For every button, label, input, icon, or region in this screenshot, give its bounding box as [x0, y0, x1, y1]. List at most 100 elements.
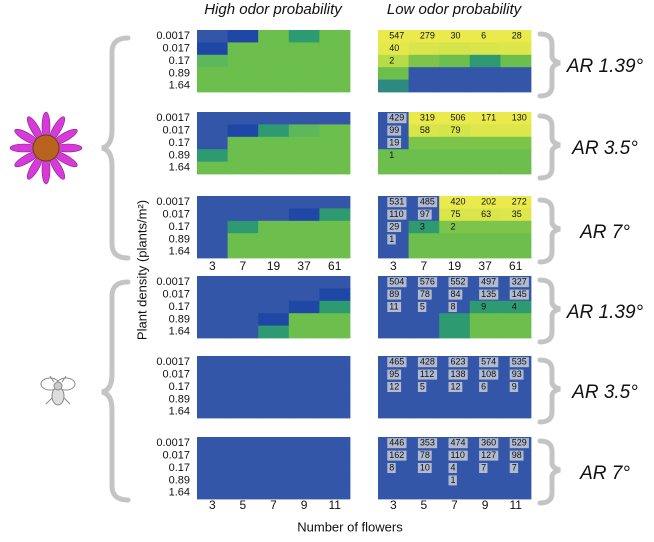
cell-label: 420	[451, 197, 466, 207]
y-tick-label: 0.0017	[156, 30, 190, 42]
heatmap-cell	[289, 162, 320, 175]
heatmap-cell	[500, 80, 531, 93]
y-tick-label: 0.017	[162, 450, 190, 462]
heatmap-cell	[228, 313, 259, 326]
x-tick-label: 7	[421, 259, 428, 273]
y-tick-label: 1.64	[169, 487, 190, 499]
heatmap-cell	[258, 474, 289, 487]
cell-label: 1	[389, 234, 394, 244]
heatmap-cell	[258, 162, 289, 175]
cell-label: 623	[451, 357, 466, 367]
cell-label: 9	[481, 301, 486, 311]
heatmap-cell	[378, 246, 409, 259]
heatmap-cell	[439, 233, 470, 246]
heatmap-cell	[500, 233, 531, 246]
heatmap-cell	[470, 233, 501, 246]
cell-label: 474	[451, 438, 466, 448]
heatmap-cell	[197, 124, 228, 137]
heatmap-cell	[500, 162, 531, 175]
heatmap-cell	[197, 30, 228, 43]
y-tick-label: 0.017	[162, 43, 190, 55]
heatmap-cell	[197, 208, 228, 221]
cell-label: 202	[481, 197, 496, 207]
heatmap-cell	[228, 233, 259, 246]
cell-label: 428	[420, 357, 435, 367]
heatmap-cell	[409, 162, 440, 175]
ar-label: AR 3.5°	[571, 138, 638, 159]
cell-label: 547	[389, 31, 404, 41]
x-tick-label: 7	[451, 498, 458, 512]
heatmap-cell	[228, 124, 259, 137]
x-tick-label: 3	[390, 259, 397, 273]
heatmap-cell	[409, 55, 440, 68]
heatmap-cell	[500, 246, 531, 259]
cell-label: 110	[451, 450, 465, 460]
heatmap-cell	[228, 368, 259, 381]
cell-label: 485	[420, 197, 435, 207]
x-tick-label: 3	[390, 498, 397, 512]
cell-label: 1	[389, 150, 394, 160]
cell-label: 162	[389, 450, 404, 460]
heatmap-cell	[439, 55, 470, 68]
cell-label: 506	[451, 113, 466, 123]
heatmap-cell	[258, 381, 289, 394]
ar-label: AR 1.39°	[566, 302, 644, 323]
heatmap-cell	[409, 393, 440, 406]
heatmap-cell	[228, 55, 259, 68]
heatmap-cell	[197, 449, 228, 462]
heatmap-cell	[500, 313, 531, 326]
heatmap-cell	[500, 149, 531, 162]
cell-label: 6	[481, 381, 486, 391]
heatmap-cell	[197, 196, 228, 209]
x-tick-label: 3	[209, 498, 216, 512]
cell-label: 5	[420, 301, 425, 311]
heatmap-cell	[378, 474, 409, 487]
heatmap-cell	[228, 356, 259, 369]
heatmap-cell	[228, 196, 259, 209]
ar-label: AR 1.39°	[566, 56, 644, 77]
heatmap-cell	[500, 137, 531, 150]
y-tick-label: 0.17	[169, 55, 190, 67]
x-tick-label: 9	[301, 498, 308, 512]
cell-label: 535	[512, 357, 527, 367]
x-tick-label: 7	[240, 259, 247, 273]
heatmap-cell	[409, 326, 440, 339]
x-tick-label: 37	[478, 259, 492, 273]
heatmap-cell	[500, 67, 531, 80]
heatmap-cell	[409, 246, 440, 259]
cell-label: 99	[389, 125, 399, 135]
heatmap-cell	[258, 326, 289, 339]
heatmap-cell	[500, 221, 531, 234]
heatmap-cell	[319, 124, 350, 137]
cell-label: 30	[451, 31, 461, 41]
cell-label: 89	[389, 289, 399, 299]
heatmap-cell	[289, 313, 320, 326]
heatmap-cell	[289, 124, 320, 137]
heatmap-cell	[289, 30, 320, 43]
heatmap-cell	[258, 276, 289, 289]
heatmap-cell	[289, 301, 320, 314]
heatmap-cell	[228, 137, 259, 150]
heatmap-cell	[197, 368, 228, 381]
heatmap-cell	[378, 80, 409, 93]
x-tick-label: 3	[209, 259, 216, 273]
x-tick-label: 37	[297, 259, 311, 273]
heatmap-cell	[319, 80, 350, 93]
heatmap-cell	[439, 326, 470, 339]
cell-label: 272	[512, 197, 527, 207]
cell-label: 319	[420, 113, 435, 123]
heatmap-cell	[289, 393, 320, 406]
ar-label: AR 7°	[579, 222, 630, 243]
cell-label: 138	[451, 369, 466, 379]
cell-label: 3	[420, 221, 425, 231]
heatmap-cell	[319, 196, 350, 209]
heatmap-cell	[228, 437, 259, 450]
heatmap-cell	[258, 208, 289, 221]
y-tick-label: 0.0017	[156, 276, 190, 288]
heatmap-cell	[258, 80, 289, 93]
cell-label: 11	[389, 301, 398, 311]
heatmap-cell	[197, 462, 228, 475]
heatmap-cell	[378, 406, 409, 419]
ar-label: AR 7°	[579, 463, 630, 484]
heatmap-cell	[228, 208, 259, 221]
